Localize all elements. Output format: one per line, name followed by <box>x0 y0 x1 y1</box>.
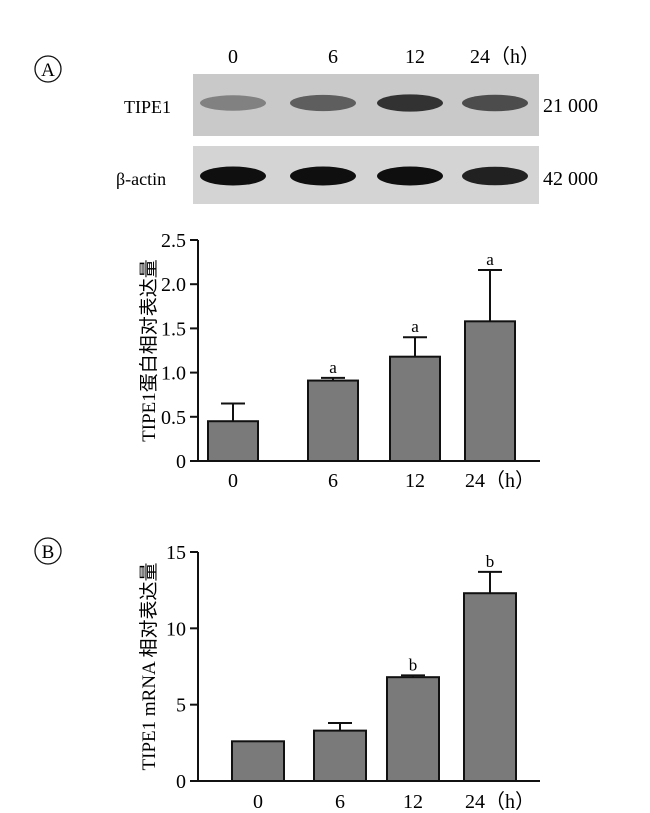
y-axis-label: TIPE1 mRNA 相对表达量 <box>138 563 160 771</box>
actin-band <box>462 166 528 186</box>
y-tick-label: 0 <box>176 451 186 473</box>
y-tick-label: 2.0 <box>161 274 186 296</box>
actin-band <box>290 166 356 186</box>
x-tick-label: 24（h） <box>465 790 535 813</box>
y-tick-label: 0.5 <box>161 407 186 429</box>
x-tick-label: 0 <box>253 791 263 813</box>
blot-mw-actin: 42 000 <box>543 168 598 190</box>
blot-row-label-tipe1: TIPE1 <box>124 97 171 117</box>
bar <box>207 420 259 462</box>
tipe1-band <box>377 94 443 112</box>
bar <box>464 320 516 462</box>
y-axis-label: TIPE1蛋白相对表达量 <box>138 259 160 442</box>
x-tick-label: 24（h） <box>465 469 535 492</box>
x-tick-label: 0 <box>228 470 238 492</box>
significance-label: a <box>486 250 494 269</box>
panel-a-label: A <box>34 55 62 83</box>
y-tick-label: 2.5 <box>161 230 186 252</box>
significance-label: a <box>329 358 337 377</box>
bar <box>307 379 359 462</box>
chart-tipe1-mrna: 0 5 10 15 0 6 b 12 b 24（h） TIPE1 mRNA 相对表达量 <box>138 542 540 813</box>
actin-band <box>200 166 266 186</box>
y-tick-label: 1.5 <box>161 318 186 340</box>
panel-a-letter: A <box>41 60 55 81</box>
x-tick-label: 6 <box>328 470 338 492</box>
x-tick-label: 6 <box>335 791 345 813</box>
panel-b-letter: B <box>42 542 55 563</box>
actin-bands <box>200 166 528 186</box>
blot-time-label: 12 <box>405 46 425 68</box>
bar <box>463 592 517 782</box>
bar <box>231 740 285 782</box>
y-tick-label: 0 <box>176 771 186 793</box>
tipe1-band <box>462 94 528 112</box>
significance-label: b <box>409 655 418 674</box>
western-blot: 0 6 12 24（h） TIPE1 β-actin 21 000 42 000 <box>116 45 598 204</box>
actin-band <box>377 166 443 186</box>
panel-b-label: B <box>34 537 62 565</box>
significance-label: a <box>411 317 419 336</box>
x-tick-label: 12 <box>403 791 423 813</box>
tipe1-band <box>200 95 266 111</box>
x-tick-label: 12 <box>405 470 425 492</box>
bar <box>386 676 440 782</box>
tipe1-bands <box>200 94 528 112</box>
blot-time-label: 24（h） <box>470 45 540 68</box>
tipe1-band <box>290 94 356 112</box>
blot-row-label-actin: β-actin <box>116 169 166 189</box>
y-tick-label: 10 <box>166 618 186 640</box>
y-tick-label: 15 <box>166 542 186 564</box>
y-tick-label: 1.0 <box>161 363 186 385</box>
chart-tipe1-protein: 0 0.5 1.0 1.5 2.0 2.5 0 a 6 a 12 a 24（h） TIPE1蛋白相对表达量 <box>138 230 540 492</box>
bar <box>389 355 441 462</box>
blot-time-label: 0 <box>228 46 238 68</box>
blot-mw-tipe1: 21 000 <box>543 95 598 117</box>
significance-label: b <box>486 552 495 571</box>
blot-time-label: 6 <box>328 46 338 68</box>
y-tick-label: 5 <box>176 695 186 717</box>
bar <box>313 729 367 782</box>
